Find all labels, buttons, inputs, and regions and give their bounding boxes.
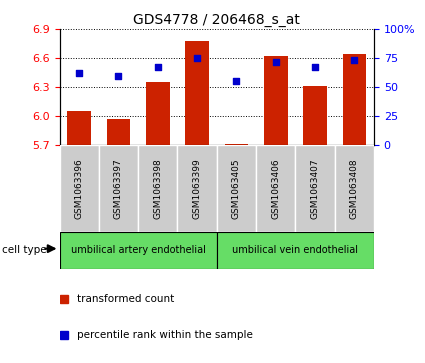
Bar [224,144,248,145]
Bar [138,145,178,232]
Point [154,65,161,70]
Text: percentile rank within the sample: percentile rank within the sample [77,330,253,340]
Point [312,65,318,70]
Bar [60,145,99,232]
Text: cell type: cell type [2,245,47,256]
Text: GSM1063406: GSM1063406 [271,158,280,219]
Bar [146,82,170,145]
Bar [264,56,287,145]
Bar [217,145,256,232]
Bar [335,145,374,232]
Bar [295,145,335,232]
Text: transformed count: transformed count [77,294,174,305]
Text: GSM1063408: GSM1063408 [350,158,359,219]
Text: GSM1063405: GSM1063405 [232,158,241,219]
Bar [107,119,130,145]
Text: GSM1063399: GSM1063399 [193,158,201,219]
Bar [60,232,217,269]
Title: GDS4778 / 206468_s_at: GDS4778 / 206468_s_at [133,13,300,26]
Bar [343,54,366,145]
Bar [217,232,374,269]
Text: umbilical vein endothelial: umbilical vein endothelial [232,245,358,256]
Bar [185,41,209,145]
Bar [67,111,91,145]
Bar [256,145,295,232]
Point [233,78,240,84]
Text: GSM1063397: GSM1063397 [114,158,123,219]
Point [351,57,358,63]
Point [272,59,279,65]
Text: GSM1063396: GSM1063396 [75,158,84,219]
Text: GSM1063398: GSM1063398 [153,158,162,219]
Bar [99,145,138,232]
Text: umbilical artery endothelial: umbilical artery endothelial [71,245,206,256]
Bar [178,145,217,232]
Text: GSM1063407: GSM1063407 [311,158,320,219]
Bar [303,86,327,145]
Point [194,55,201,61]
Point [115,73,122,78]
Point [76,70,82,76]
